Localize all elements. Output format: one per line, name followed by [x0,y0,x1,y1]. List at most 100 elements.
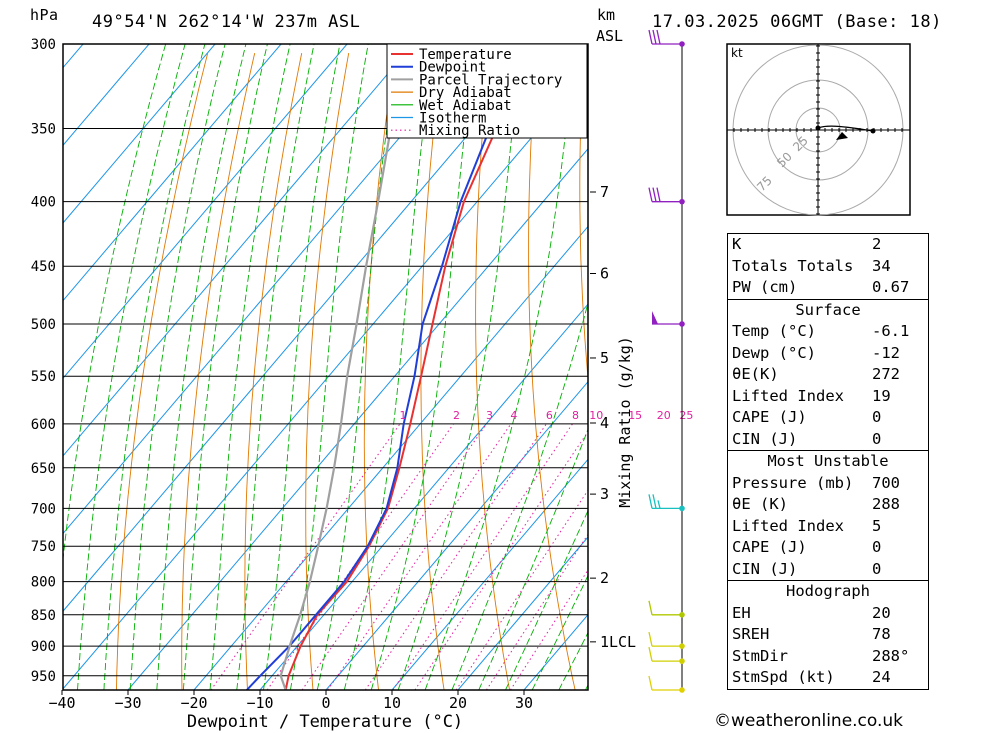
wind-barb [648,187,680,203]
legend-entry: Dry Adiabat [419,85,512,101]
basic-indices: K 2 Totals Totals 34 PW (cm) 0.67 [728,234,928,299]
temperature-tick-label: 30 [515,694,533,712]
wind-full-barb [648,29,653,45]
isotherm-line [63,44,546,612]
pressure-tick-label: 700 [31,501,56,517]
dry-adiabat-line [630,53,707,690]
isotherm-line [63,44,84,69]
index-value: 2 [872,235,882,253]
mixing-ratio-line [414,430,588,690]
index-label: PW (cm) [732,278,798,296]
legend-entry: Wet Adiabat [419,98,512,114]
index-value: 272 [872,365,900,383]
mixing-ratio-label: 25 [679,409,693,422]
mixing-ratio-line [485,533,588,690]
wet-adiabat-line [182,44,268,690]
mixing-ratio-label: 8 [572,409,579,422]
km-tick-label: 1 [600,633,609,651]
wind-barb [652,310,680,325]
mixing-ratio-line [327,423,512,690]
dewpoint-line [246,44,494,690]
basic-row: Totals Totals 34 [728,256,928,278]
pressure-tick-label: 400 [31,195,56,211]
index-value: 0 [872,429,882,448]
index-label: θE(K) [732,365,779,383]
temperature-tick-label: −30 [114,694,141,712]
pressure-tick-label: 900 [31,639,56,655]
pressure-tick-label: 450 [31,259,56,275]
wind-marker [679,687,685,693]
index-value: 700 [872,473,900,492]
index-value: 19 [872,386,891,405]
km-tick-label: 6 [600,264,609,282]
mixing-ratio-line [455,489,588,690]
index-label: θE (K) [732,495,788,513]
index-label: Temp (°C) [732,322,816,340]
wind-marker [679,643,685,649]
index-value: 34 [872,256,891,275]
wind-full-barb [656,187,661,202]
wind-barb [648,29,680,45]
wind-full-barb [648,647,653,662]
wet-adiabat-line [424,44,576,690]
hodograph-row: EH 20 [728,603,928,625]
isotherm-line [63,44,414,457]
mixing-ratio-label: 1 [400,409,407,422]
wind-marker [679,658,685,664]
pressure-tick-label: 600 [31,417,56,433]
pressure-tick-label: 550 [31,369,56,385]
legend-entry: Dewpoint [419,60,486,76]
wet-adiabat-line [263,44,341,690]
km-tick-label: 2 [600,569,609,587]
index-label: EH [732,603,751,622]
wet-adiabat-line [129,44,226,690]
credit-text: ©weatheronline.co.uk [714,711,904,731]
wet-adiabat-line [505,509,588,690]
wind-full-barb [648,494,653,509]
most-unstable-indices: Most Unstable Pressure (mb) 700 θE (K) 288 Li… [728,450,928,580]
asl-unit-label: ASL [596,27,624,45]
index-label: Dewp (°C) [732,343,816,362]
wind-barb [648,494,680,510]
index-value: 78 [872,625,891,643]
hodograph-point [870,128,876,134]
hodograph-point [815,125,821,131]
isotherm-line [63,44,150,147]
mixing-ratio-label: 10 [589,409,603,422]
km-tick-label: 4 [600,414,609,432]
temperature-tick-label: −20 [180,694,207,712]
surface-row: Dewp (°C) -12 [728,343,928,365]
wet-adiabat-line [316,44,400,690]
surface-row: CAPE (J) 0 [728,407,928,429]
wind-marker [679,198,685,205]
mixing-ratio-label: 2 [453,409,460,422]
wet-adiabat-line [397,44,522,690]
legend-entry: Isotherm [419,111,486,127]
index-value: 288 [872,495,900,513]
km-tick-label: 5 [600,349,609,367]
location-title: 49°54'N 262°14'W 237m ASL [92,12,361,32]
surface-indices: Surface Temp (°C) -6.1 Dewp (°C) -12 θE(K) 272… [728,298,928,451]
isotherm-line [391,458,588,690]
wet-adiabat-line [209,44,291,690]
isotherm-line [63,44,348,380]
surface-row: Temp (°C) -6.1 [728,321,928,343]
pressure-unit-label: hPa [30,6,59,24]
most-unstable-row: Pressure (mb) 700 [728,473,928,495]
index-value: 0 [872,538,882,556]
surface-row: CIN (J) 0 [728,429,928,451]
hodograph-trace [817,125,874,132]
index-value: 5 [872,516,882,535]
wind-barb [648,600,680,616]
legend-box [386,43,588,139]
dry-adiabat-line [960,53,1000,690]
index-label: StmDir [732,646,788,665]
wind-barb [648,675,680,691]
plot-frame [62,43,589,691]
most-unstable-section-title: Most Unstable [767,452,889,470]
most-unstable-row: CIN (J) 0 [728,559,928,581]
dry-adiabat-line [115,52,209,690]
dry-adiabat-line [528,53,576,690]
index-label: Totals Totals [732,256,854,275]
